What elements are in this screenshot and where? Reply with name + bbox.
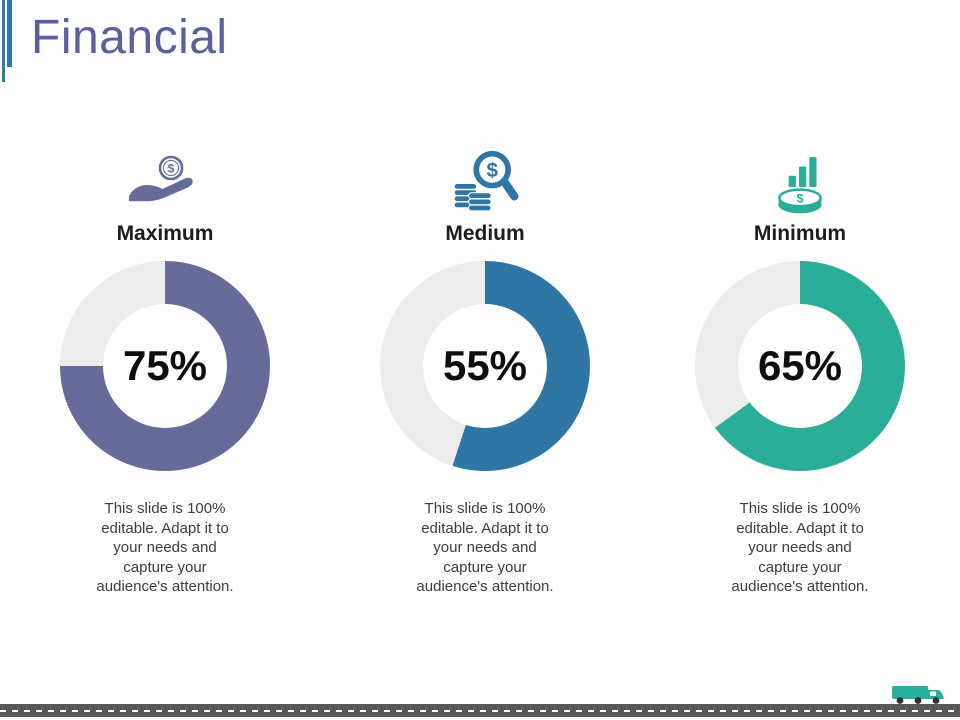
truck-icon — [891, 683, 947, 710]
column-medium: $ Medium 55% This slide is 100% editable… — [365, 146, 605, 597]
magnifier-dollar-icon: $ — [449, 146, 521, 216]
coins-growth-icon: $ — [767, 146, 833, 216]
donut-chart-maximum: 75% — [60, 261, 270, 471]
accent-bar-wide — [7, 0, 12, 67]
column-description: This slide is 100% editable. Adapt it to… — [96, 500, 234, 595]
column-label: Maximum — [116, 222, 214, 245]
donut-percent-value: 55% — [442, 342, 528, 389]
road-dashed-line — [0, 710, 960, 712]
svg-text:$: $ — [486, 159, 498, 182]
donut-chart-minimum: 65% — [695, 261, 905, 471]
column-label: Medium — [445, 222, 525, 245]
svg-text:$: $ — [797, 191, 804, 205]
hand-coin-icon: $ — [127, 146, 203, 216]
svg-text:$: $ — [168, 162, 175, 176]
donut-percent-value: 65% — [757, 342, 843, 389]
column-description: This slide is 100% editable. Adapt it to… — [416, 500, 554, 595]
column-maximum: $ Maximum 75% This slide is 100% editabl… — [45, 146, 285, 597]
donut-chart-medium: 55% — [380, 261, 590, 471]
column-label: Minimum — [753, 222, 847, 245]
column-description: This slide is 100% editable. Adapt it to… — [731, 500, 869, 595]
page-title: Financial — [31, 11, 228, 64]
accent-bar-thin — [2, 0, 5, 82]
road-strip — [0, 704, 960, 717]
donut-hole: 65% — [738, 304, 862, 428]
donut-hole: 75% — [103, 304, 227, 428]
donut-percent-value: 75% — [122, 342, 208, 389]
donut-hole: 55% — [423, 304, 547, 428]
column-minimum: $ Minimum 65% This slide is 100% editabl… — [680, 146, 920, 597]
